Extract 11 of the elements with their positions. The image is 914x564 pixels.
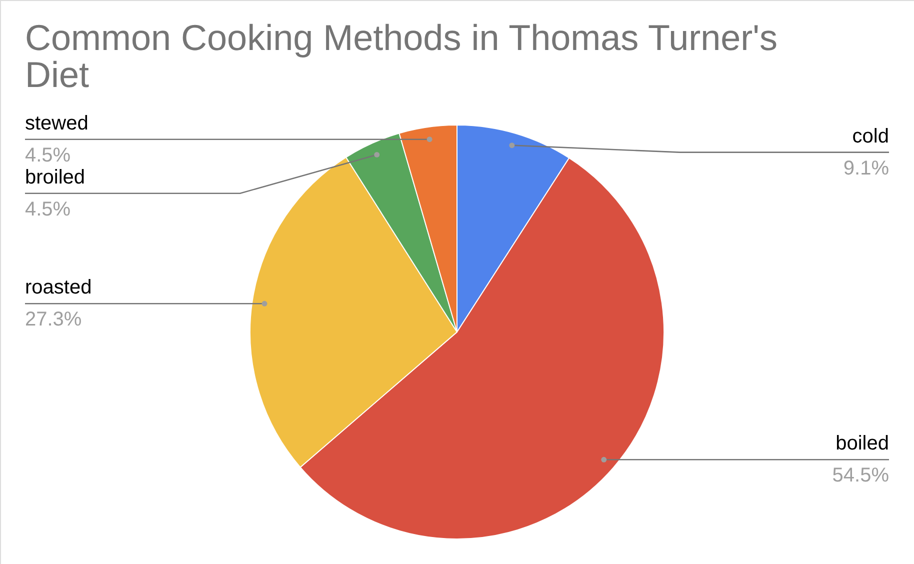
data-label: 4.5% xyxy=(25,198,71,220)
slice-label: cold xyxy=(852,125,889,148)
data-label: 9.1% xyxy=(843,157,890,180)
slice-label: stewed xyxy=(25,112,88,134)
slice-label: roasted xyxy=(25,276,92,299)
slice-label: broiled xyxy=(25,166,86,188)
chart-title: Common Cooking Methods in Thomas Turner's Diet xyxy=(25,17,778,95)
slice-label: boiled xyxy=(836,432,889,455)
data-label: 54.5% xyxy=(832,464,890,487)
data-label: 27.3% xyxy=(25,308,82,331)
data-label: 4.5% xyxy=(25,144,71,166)
